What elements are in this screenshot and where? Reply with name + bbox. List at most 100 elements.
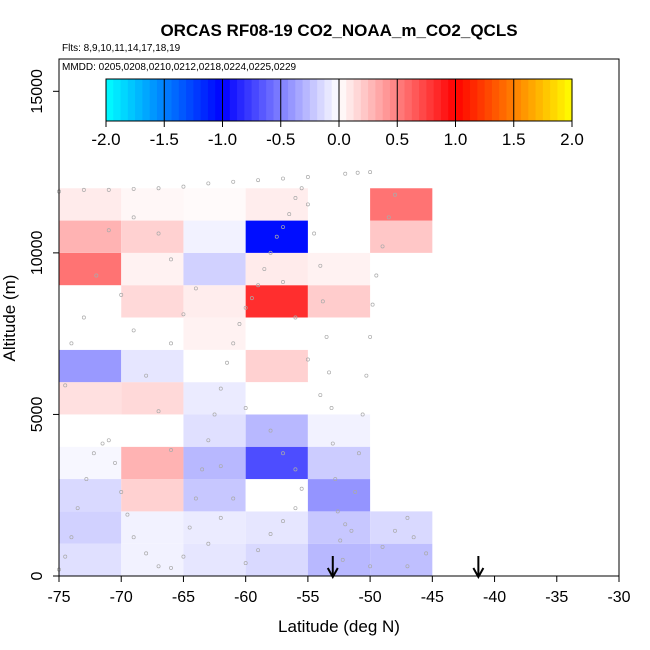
track-point	[237, 322, 242, 326]
track-point	[243, 406, 248, 410]
track-point	[274, 234, 279, 239]
track-point	[200, 467, 205, 472]
x-tick-label: -75	[47, 589, 70, 606]
heatmap-cell	[59, 511, 122, 544]
heatmap-cell	[370, 220, 433, 253]
x-axis: -75 -70 -65 -60 -55 -50 -45 -40 -35 -30	[47, 576, 631, 606]
y-tick-label: 15000	[29, 69, 46, 114]
heatmap-cell	[370, 188, 433, 221]
colorbar-swatch	[397, 79, 406, 121]
track-point	[169, 565, 173, 570]
track-point	[243, 561, 248, 566]
colorbar-swatch	[258, 79, 267, 121]
heatmap-cell	[307, 446, 371, 480]
heatmap-cell	[245, 252, 308, 286]
heatmap-cell	[183, 479, 246, 512]
flight-track	[57, 170, 429, 572]
track-point	[353, 490, 358, 494]
track-point	[312, 231, 317, 236]
track-point	[206, 181, 211, 186]
colorbar-swatch	[550, 79, 559, 121]
track-point	[355, 170, 360, 175]
track-point	[324, 334, 329, 339]
heatmap-cell	[183, 252, 246, 286]
heatmap-cell	[245, 414, 308, 447]
track-point	[181, 554, 186, 559]
heatmap-cell	[183, 511, 246, 544]
colorbar-swatch	[353, 79, 362, 121]
heatmap-cell	[245, 446, 308, 480]
track-point	[131, 535, 136, 540]
track-point	[335, 509, 340, 514]
track-point	[131, 215, 136, 220]
colorbar-swatch	[513, 79, 522, 121]
track-point	[256, 283, 261, 288]
track-point	[193, 496, 198, 501]
x-axis-label: Latitude (deg N)	[278, 617, 400, 636]
heatmap-cell	[121, 252, 184, 286]
track-point	[318, 393, 323, 397]
heatmap-cell	[121, 543, 184, 576]
track-point	[281, 225, 285, 229]
track-point	[131, 186, 136, 191]
heatmap-cell	[59, 446, 122, 480]
heatmap-cell	[59, 349, 122, 383]
colorbar-swatch	[484, 79, 493, 121]
track-point	[75, 506, 80, 511]
colorbar-swatch	[419, 79, 427, 121]
heatmap-cell	[59, 414, 122, 447]
heatmap-cell	[121, 414, 184, 447]
colorbar-swatch	[193, 79, 202, 121]
heatmap-cell	[59, 252, 122, 286]
heatmap-cell	[121, 317, 184, 350]
heatmap-cell	[183, 317, 246, 350]
heatmap-cell	[307, 285, 371, 318]
colorbar-swatch	[404, 79, 413, 121]
colorbar-swatch	[470, 79, 478, 121]
track-point	[281, 280, 285, 284]
track-point	[212, 412, 217, 417]
heatmap-cell	[245, 188, 308, 221]
y-axis: 0 5000 10000 15000	[29, 69, 59, 580]
track-point	[225, 360, 229, 365]
track-point	[343, 171, 348, 176]
heatmap-cell	[245, 349, 308, 383]
chart-subtitle-flights: Flts: 8,9,10,11,14,17,18,19	[62, 43, 181, 54]
colorbar-swatch	[244, 79, 253, 121]
track-point	[268, 250, 273, 255]
heatmap-cell	[183, 414, 246, 447]
track-point	[206, 438, 211, 443]
chart-title: ORCAS RF08-19 CO2_NOAA_m_CO2_QCLS	[160, 21, 517, 40]
colorbar-swatch	[360, 79, 369, 121]
heatmap-cell	[121, 220, 184, 253]
colorbar-swatch	[382, 79, 391, 121]
colorbar-swatch	[317, 79, 326, 121]
heatmap-cell	[245, 317, 308, 350]
colorbar-swatch	[200, 79, 209, 121]
markers	[326, 556, 485, 580]
track-point	[256, 178, 261, 183]
colorbar-swatch	[186, 79, 194, 121]
colorbar-swatch	[237, 79, 245, 121]
colorbar-swatch	[448, 79, 457, 121]
colorbar-tick-label: 0.5	[385, 130, 409, 149]
track-point	[119, 490, 124, 494]
track-point	[299, 186, 304, 191]
colorbar-swatch	[127, 79, 136, 121]
track-point	[330, 441, 335, 446]
track-point	[393, 528, 397, 533]
colorbar-tick-label: 1.5	[502, 130, 526, 149]
colorbar-swatch	[389, 79, 398, 121]
colorbar-swatch	[426, 79, 435, 121]
track-point	[411, 535, 416, 540]
colorbar-swatch	[149, 79, 158, 121]
heatmap-cell	[59, 479, 122, 512]
track-point	[91, 451, 96, 456]
x-tick-label: -55	[296, 589, 319, 606]
track-point	[368, 170, 373, 175]
arrow-marker-head	[472, 567, 485, 580]
track-point	[94, 273, 99, 278]
track-point	[318, 263, 323, 268]
track-point	[380, 544, 385, 549]
heatmap-cell	[245, 479, 308, 512]
